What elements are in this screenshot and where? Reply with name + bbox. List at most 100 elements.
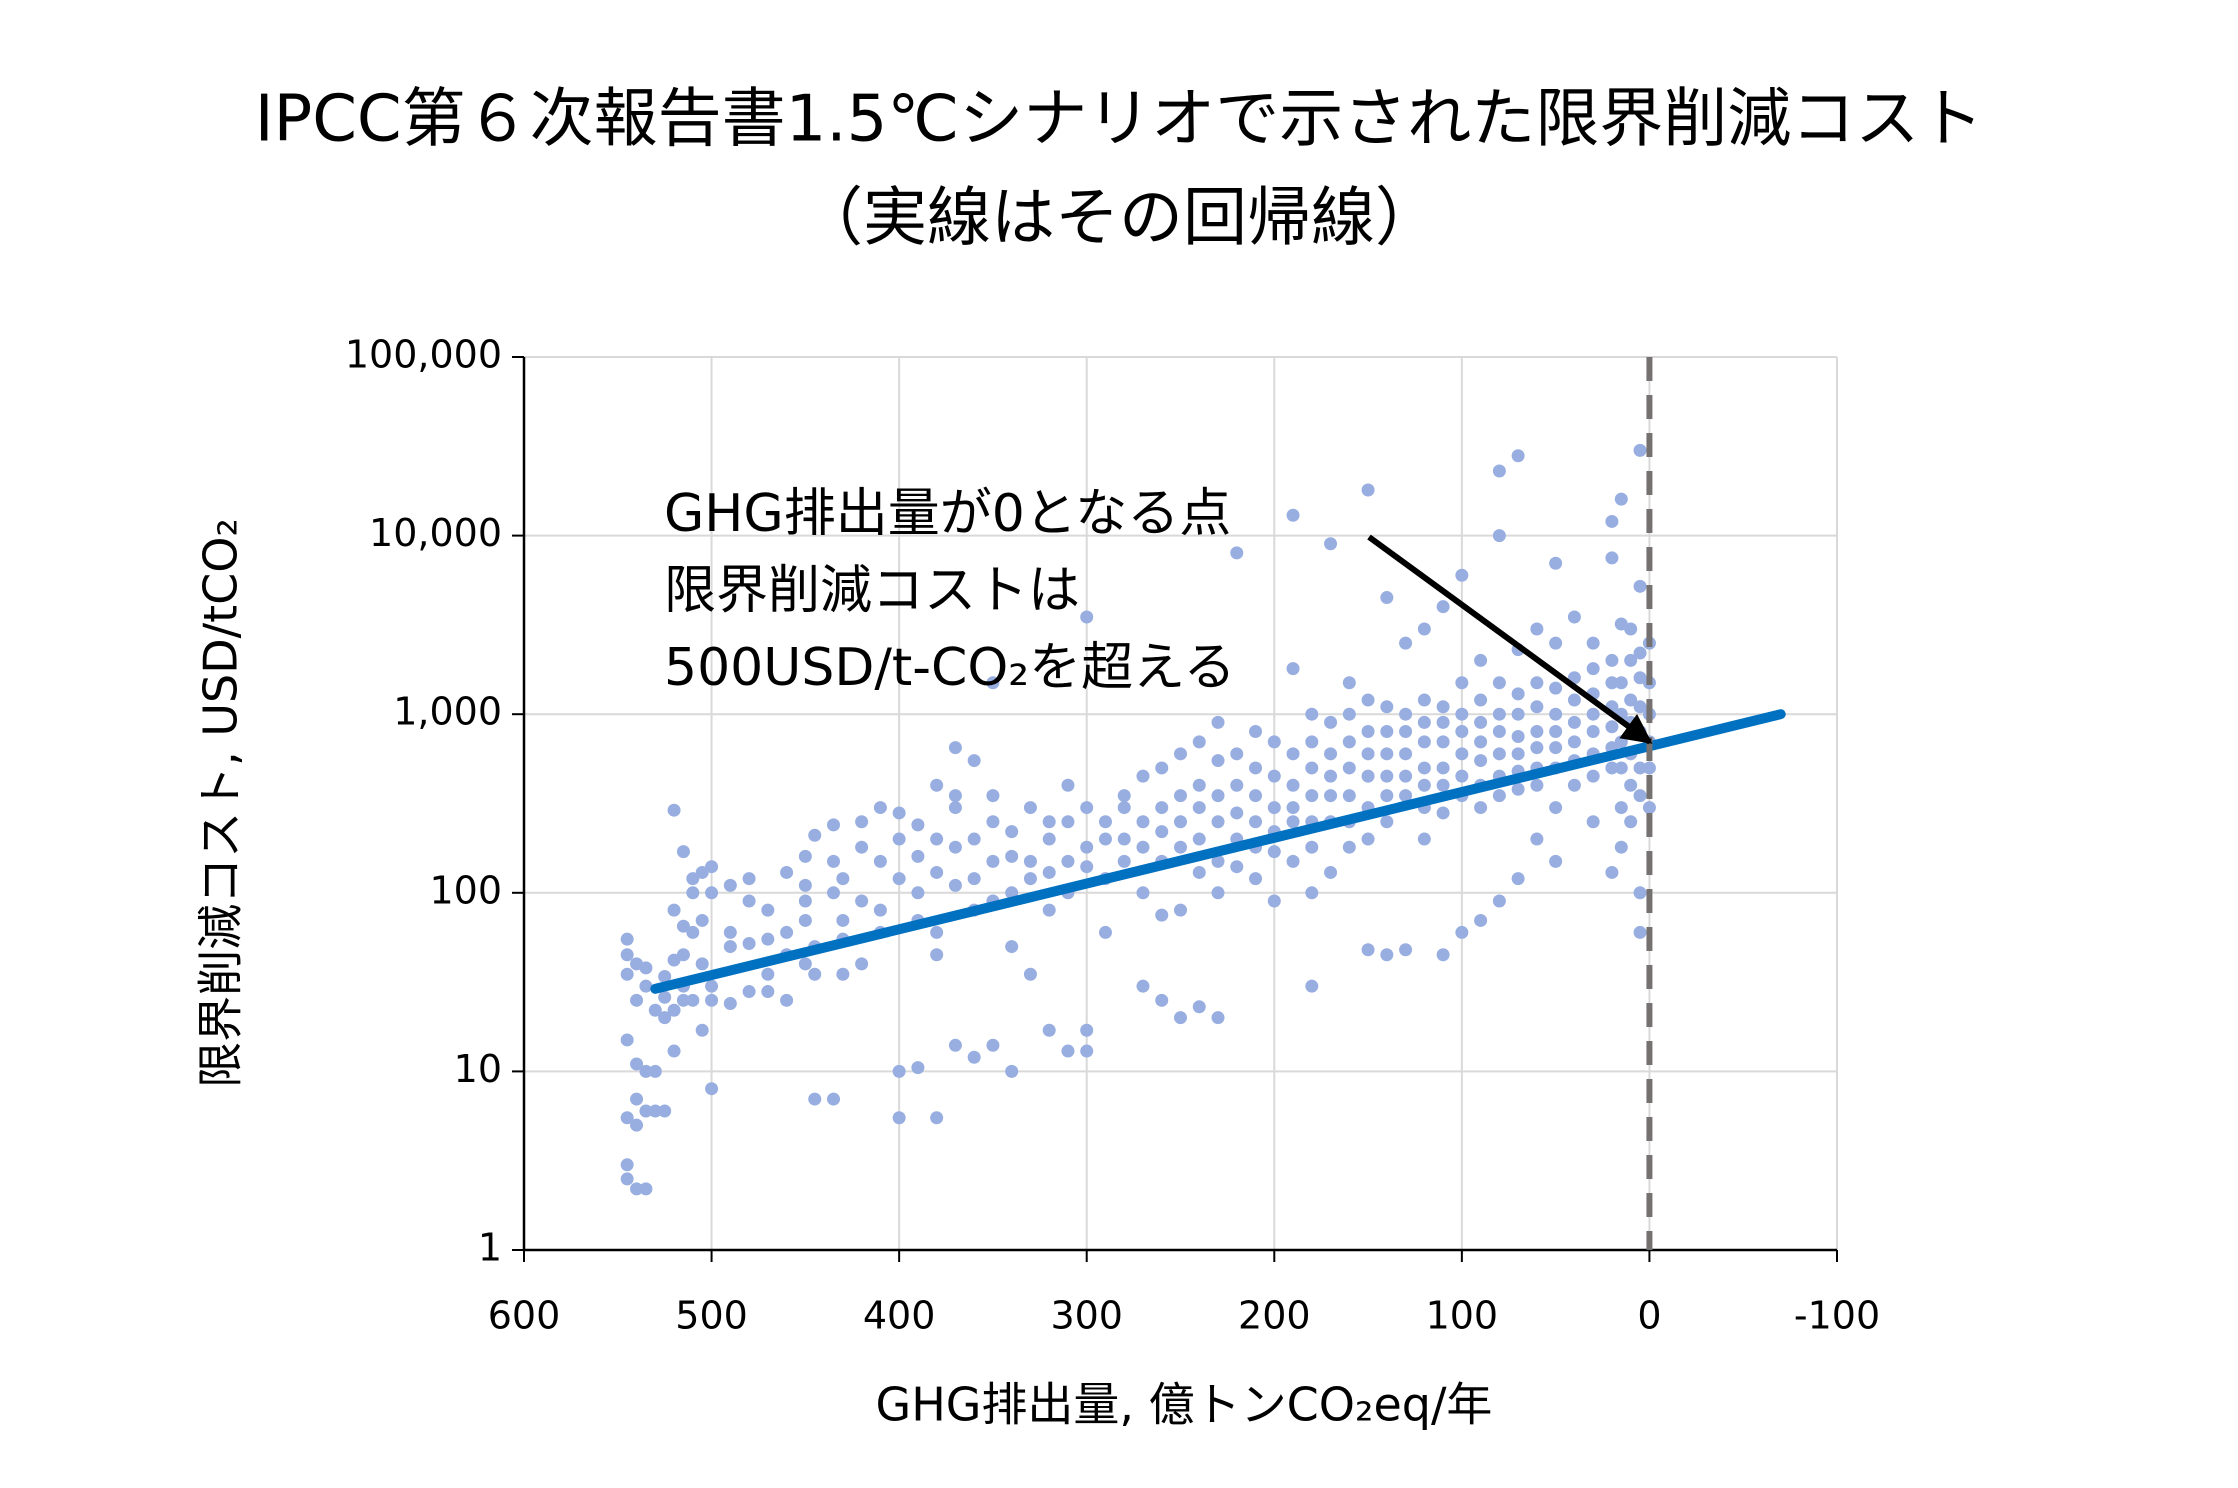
scatter-point [667, 803, 681, 817]
scatter-point [986, 1038, 1000, 1052]
annotation-text: 限界削減コストは [664, 561, 1080, 621]
scatter-point [1117, 801, 1131, 815]
scatter-point [1286, 508, 1300, 522]
scatter-point [639, 1182, 653, 1196]
scatter-point [1642, 801, 1656, 815]
scatter-point [911, 1061, 925, 1075]
scatter-point [1567, 693, 1581, 707]
scatter-point [1042, 865, 1056, 879]
scatter-point [1474, 754, 1488, 768]
scatter-point [686, 925, 700, 939]
scatter-point [1511, 687, 1525, 701]
scatter-point [658, 1104, 672, 1118]
scatter-point [1342, 707, 1356, 721]
scatter-point [705, 979, 719, 993]
scatter-point [1267, 801, 1281, 815]
scatter-point [723, 940, 737, 954]
scatter-point [1080, 1044, 1094, 1058]
scatter-point [1342, 840, 1356, 854]
scatter-point [1380, 769, 1394, 783]
scatter-point [1511, 782, 1525, 796]
scatter-point [1286, 815, 1300, 829]
scatter-point [1305, 840, 1319, 854]
x-tick-label: 400 [863, 1294, 936, 1338]
scatter-point [1399, 747, 1413, 761]
scatter-point [1023, 854, 1037, 868]
scatter-point [1605, 551, 1619, 565]
scatter-point [620, 1111, 634, 1125]
scatter-point [948, 741, 962, 755]
scatter-point [986, 676, 1000, 690]
scatter-point [826, 818, 840, 832]
scatter-point [1586, 662, 1600, 676]
scatter-point [1417, 735, 1431, 749]
scatter-point [1342, 789, 1356, 803]
scatter-point [1436, 761, 1450, 775]
scatter-point [1230, 806, 1244, 820]
scatter-point [1155, 825, 1169, 839]
scatter-point [1080, 860, 1094, 874]
annotation-text: 500USD/t-CO₂を超える [664, 638, 1236, 698]
scatter-point [695, 1023, 709, 1037]
scatter-point [1549, 556, 1563, 570]
scatter-point [1549, 681, 1563, 695]
scatter-point [1305, 789, 1319, 803]
scatter-point [1005, 849, 1019, 863]
scatter-point [695, 865, 709, 879]
scatter-point [1586, 769, 1600, 783]
scatter-point [855, 894, 869, 908]
scatter-point [648, 1003, 662, 1017]
scatter-point [1061, 778, 1075, 792]
scatter-point [1023, 872, 1037, 886]
scatter-point [1530, 741, 1544, 755]
scatter-point [1080, 610, 1094, 624]
scatter-point [1380, 747, 1394, 761]
scatter-point [1155, 908, 1169, 922]
scatter-point [761, 985, 775, 999]
scatter-point [1399, 943, 1413, 957]
scatter-point [967, 754, 981, 768]
scatter-point [1249, 815, 1263, 829]
scatter-point [1605, 676, 1619, 690]
scatter-point [1211, 1011, 1225, 1025]
scatter-point [1155, 801, 1169, 815]
scatter-point [639, 979, 653, 993]
scatter-point [911, 818, 925, 832]
scatter-point [686, 886, 700, 900]
scatter-point [1399, 707, 1413, 721]
scatter-point [1136, 840, 1150, 854]
scatter-point [892, 872, 906, 886]
y-tick-label: 1,000 [393, 690, 502, 734]
scatter-point [1417, 778, 1431, 792]
scatter-point [1530, 622, 1544, 636]
scatter-point [986, 815, 1000, 829]
scatter-point [1436, 778, 1450, 792]
scatter-point [836, 872, 850, 886]
scatter-point [798, 849, 812, 863]
scatter-point [667, 903, 681, 917]
scatter-point [1174, 903, 1187, 917]
scatter-point [1136, 979, 1150, 993]
scatter-point [1267, 894, 1281, 908]
scatter-point [1436, 700, 1450, 714]
scatter-point [1305, 979, 1319, 993]
scatter-point [1192, 778, 1206, 792]
scatter-point [676, 919, 690, 933]
annotation-text: GHG排出量が0となる点 [664, 484, 1231, 544]
scatter-point [1633, 700, 1647, 714]
scatter-point [1455, 707, 1469, 721]
scatter-point [1361, 693, 1375, 707]
scatter-point [1286, 747, 1300, 761]
scatter-point [1174, 1011, 1187, 1025]
scatter-point [705, 993, 719, 1007]
scatter-point [1286, 778, 1300, 792]
scatter-point [873, 801, 887, 815]
scatter-point [1249, 872, 1263, 886]
scatter-point [1380, 815, 1394, 829]
scatter-point [1249, 761, 1263, 775]
scatter-point [705, 860, 719, 874]
scatter-point [1436, 806, 1450, 820]
scatter-point [1324, 789, 1338, 803]
scatter-point [1361, 769, 1375, 783]
scatter-point [1567, 778, 1581, 792]
